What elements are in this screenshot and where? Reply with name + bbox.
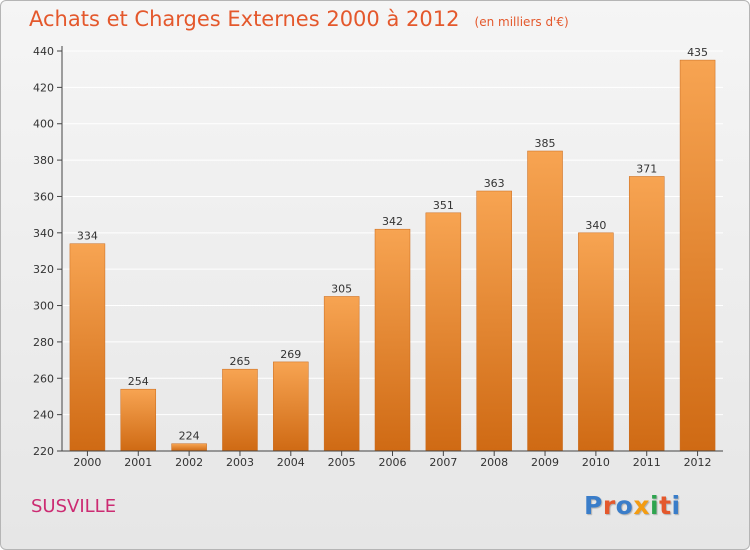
bar-value-label: 351: [433, 199, 454, 212]
logo-letter: t: [659, 491, 672, 520]
bar: [69, 243, 106, 452]
bar: [171, 443, 207, 452]
bar: [222, 368, 258, 452]
x-tick-label: 2002: [175, 456, 203, 469]
bar: [578, 232, 614, 452]
y-tick-label: 360: [33, 190, 54, 203]
logo-letter: o: [615, 491, 634, 520]
x-tick-label: 2005: [328, 456, 356, 469]
x-tick-label: 2012: [684, 456, 712, 469]
bar-value-label: 269: [280, 348, 301, 361]
bar: [425, 212, 462, 452]
bar-value-label: 340: [585, 219, 606, 232]
x-tick-label: 2000: [73, 456, 101, 469]
x-tick-label: 2008: [480, 456, 508, 469]
y-tick-label: 420: [33, 81, 54, 94]
x-tick-label: 2004: [277, 456, 305, 469]
bar-value-label: 254: [128, 375, 149, 388]
y-tick-label: 440: [33, 45, 54, 58]
bar-value-label: 305: [331, 282, 352, 295]
proxiti-logo[interactable]: Proxiti: [584, 491, 681, 520]
y-tick-label: 340: [33, 227, 54, 240]
bar: [628, 176, 665, 452]
logo-letter: P: [584, 491, 603, 520]
bar-value-label: 435: [687, 46, 708, 59]
labels: 220 240 260 280 300 320 340 360 380 400 420 440 334 2…: [33, 45, 712, 469]
y-tick-label: 220: [33, 445, 54, 458]
bars: [69, 59, 716, 452]
y-tick-label: 260: [33, 372, 54, 385]
bar: [679, 59, 716, 452]
chart-subtitle: (en milliers d'€): [474, 15, 569, 29]
logo-letter: x: [633, 491, 650, 520]
bar-value-label: 224: [179, 430, 200, 443]
bar-value-label: 371: [636, 162, 657, 175]
y-tick-label: 240: [33, 409, 54, 422]
bar: [273, 361, 309, 452]
bar: [527, 150, 563, 452]
title-row: Achats et Charges Externes 2000 à 2012 (…: [29, 7, 569, 31]
y-tick-label: 300: [33, 300, 54, 313]
y-tick-label: 320: [33, 263, 54, 276]
bar-value-label: 385: [535, 137, 556, 150]
commune-name: SUSVILLE: [31, 496, 117, 517]
y-tick-label: 380: [33, 154, 54, 167]
bar: [323, 296, 360, 452]
bar-value-label: 334: [77, 230, 98, 243]
x-tick-label: 2006: [379, 456, 407, 469]
bar-value-label: 265: [229, 355, 250, 368]
bar-value-label: 342: [382, 215, 403, 228]
x-tick-label: 2011: [633, 456, 661, 469]
x-tick-label: 2001: [124, 456, 152, 469]
y-tick-label: 400: [33, 118, 54, 131]
bar: [476, 190, 512, 452]
bar-value-label: 363: [484, 177, 505, 190]
y-tick-label: 280: [33, 336, 54, 349]
axes: [57, 46, 723, 456]
x-tick-label: 2007: [429, 456, 457, 469]
logo-letter: i: [650, 491, 660, 520]
x-tick-label: 2010: [582, 456, 610, 469]
x-tick-label: 2003: [226, 456, 254, 469]
bar: [374, 228, 411, 452]
logo-letter: i: [671, 491, 681, 520]
x-tick-label: 2009: [531, 456, 559, 469]
logo-letter: r: [602, 491, 616, 520]
bar: [120, 388, 157, 452]
chart-title: Achats et Charges Externes 2000 à 2012: [29, 7, 460, 31]
